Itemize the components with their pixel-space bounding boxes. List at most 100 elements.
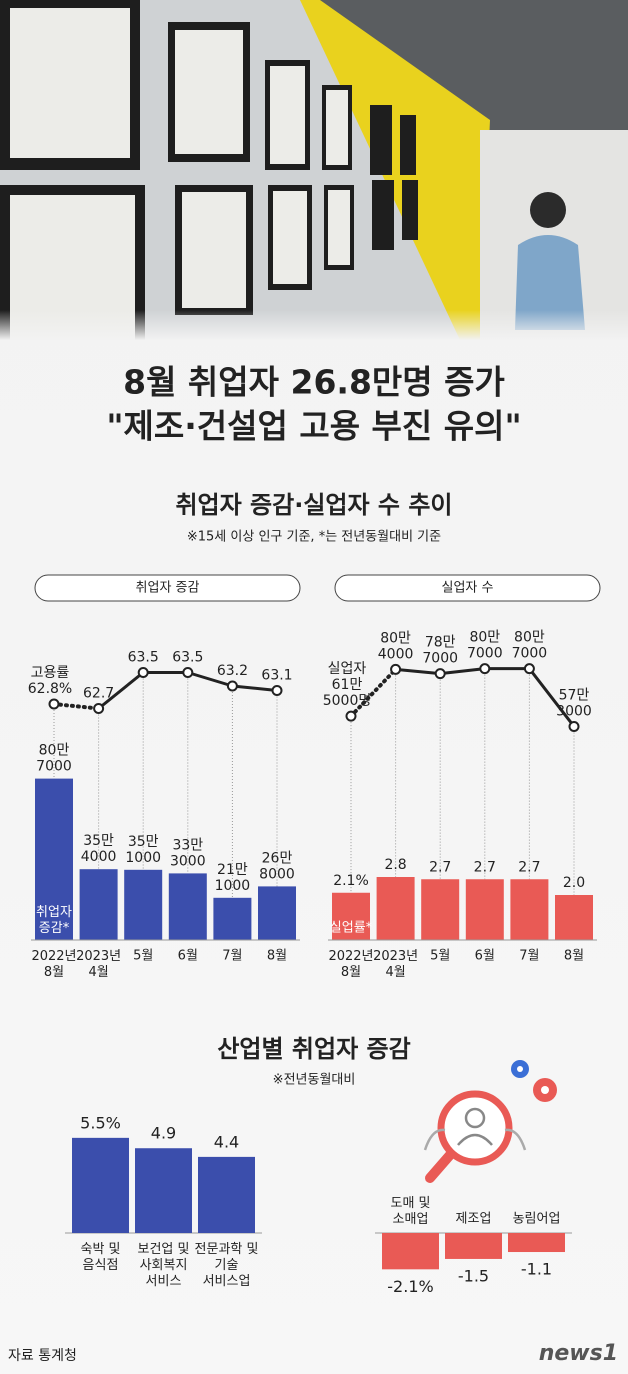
text-line: 2022년 xyxy=(31,949,76,964)
text-line: 소매업 xyxy=(393,1212,429,1227)
bar-value-label: 4.4 xyxy=(214,1132,239,1151)
x-tick-label: 도매 및 소매업 xyxy=(390,1196,430,1227)
bar xyxy=(508,1233,565,1253)
text-line: 보건업 및 xyxy=(138,1242,190,1257)
text-line: 숙박 및 xyxy=(80,1242,120,1257)
text-line: 26만 xyxy=(262,850,293,866)
title: 8월 취업자 26.8만명 증가 xyxy=(123,363,505,402)
text-line: 서비스업 xyxy=(203,1274,251,1289)
text-line: 4월 xyxy=(88,965,108,980)
bar xyxy=(79,869,118,940)
subtitle: "제조·건설업 고용 부진 유의" xyxy=(106,407,521,446)
x-tick-label: 2023년 4월 xyxy=(373,949,418,980)
bar-value-label: 2.1% xyxy=(333,873,369,889)
text-line: 35만 xyxy=(128,834,159,850)
text-line: 80만 xyxy=(380,630,411,646)
logo: news1 xyxy=(539,1341,618,1366)
x-tick-label: 2022년 8월 xyxy=(31,949,76,980)
icon xyxy=(423,1060,557,1183)
text-line: 35만 xyxy=(83,833,114,849)
line-value-label: 80만 4000 xyxy=(378,630,414,662)
bar-value-label: 26만 8000 xyxy=(259,850,295,882)
x-tick-label: 7월 xyxy=(519,949,539,964)
x-tick-label: 8월 xyxy=(267,949,287,964)
line-point xyxy=(523,663,535,675)
text-line: 2023년 xyxy=(76,949,121,964)
text-line: 7000 xyxy=(512,646,548,662)
text-line: 서비스 xyxy=(146,1274,182,1289)
bar-value-label: 2.7 xyxy=(518,859,540,875)
text-line: 1000 xyxy=(125,850,161,866)
text-line: 4000 xyxy=(81,849,117,865)
text-line: 취업자 xyxy=(36,905,72,920)
line-point xyxy=(479,663,491,675)
x-tick-label: 5월 xyxy=(133,949,153,964)
bar xyxy=(510,879,549,940)
text-line: 61만 xyxy=(332,677,363,693)
text-line: 기술 xyxy=(215,1258,239,1273)
x-tick-label: 7월 xyxy=(222,949,242,964)
line-point xyxy=(271,685,283,696)
line-value-label: 63.2 xyxy=(217,663,248,679)
bar xyxy=(72,1137,129,1233)
bar xyxy=(465,879,504,940)
bar-value-label: -1.1 xyxy=(521,1260,552,1279)
line-point xyxy=(137,667,149,678)
x-tick-label: 2023년 4월 xyxy=(76,949,121,980)
line-connector xyxy=(230,684,279,692)
bar xyxy=(124,869,163,940)
bar xyxy=(213,897,252,940)
header-pill xyxy=(334,574,601,602)
text-line: 1000 xyxy=(215,878,251,894)
text-line: 음식점 xyxy=(83,1258,119,1273)
text-line: 80만 xyxy=(514,630,545,646)
line-connector xyxy=(97,671,145,710)
x-tick-label: 보건업 및 사회복지 서비스 xyxy=(138,1242,190,1289)
text-line: 57만 xyxy=(559,687,590,703)
bar xyxy=(35,778,73,940)
text-line: 4월 xyxy=(385,965,405,980)
bar-value-label: 2.8 xyxy=(384,857,406,873)
line-point xyxy=(434,668,446,680)
bar xyxy=(258,886,296,940)
header-pill xyxy=(34,574,301,602)
line-value-label: 80만 7000 xyxy=(467,630,503,662)
line-value-label: 63.5 xyxy=(172,650,203,666)
header-label: 실업자 수 xyxy=(442,581,494,596)
bar-value-label: 35만 1000 xyxy=(125,834,161,866)
line-value-label: 78만 7000 xyxy=(422,635,458,667)
text-line: 3000 xyxy=(170,853,206,869)
text-line: 증감* xyxy=(39,921,70,936)
bar xyxy=(445,1233,502,1259)
line-point xyxy=(345,710,357,722)
bar xyxy=(382,1233,439,1270)
line-value-label: 80만 7000 xyxy=(512,630,548,662)
text-line: 전문과학 및 xyxy=(195,1242,259,1257)
line-point xyxy=(568,720,580,732)
text-line: 7000 xyxy=(467,646,503,662)
bar xyxy=(555,895,593,940)
bar-value-label: 5.5% xyxy=(80,1113,121,1132)
text-line: 80만 xyxy=(469,630,500,646)
line-value-label: 63.1 xyxy=(261,668,292,684)
bar-value-label: 2.7 xyxy=(429,859,451,875)
bar-value-label: 35만 4000 xyxy=(81,833,117,865)
line-value-label: 63.5 xyxy=(128,650,159,666)
x-tick-label: 6월 xyxy=(475,949,495,964)
line-point xyxy=(182,667,194,678)
line-value-label: 62.8% xyxy=(28,681,72,697)
line-connector xyxy=(349,667,398,719)
bar-value-label: 80만 7000 xyxy=(36,743,72,775)
text-line: 사회복지 xyxy=(140,1258,188,1273)
bar xyxy=(421,879,460,940)
text-line: 78만 xyxy=(425,635,456,651)
x-tick-label: 8월 xyxy=(564,949,584,964)
section-note: ※15세 이상 인구 기준, *는 전년동월대비 기준 xyxy=(187,530,441,545)
line-series-name: 실업자 xyxy=(328,661,367,677)
bar xyxy=(198,1156,255,1233)
bar-value-label: 33만 3000 xyxy=(170,837,206,869)
bar-value-label: 4.9 xyxy=(151,1124,176,1143)
chart-title: 산업별 취업자 증감 xyxy=(217,1035,410,1063)
line-connector xyxy=(527,667,576,728)
